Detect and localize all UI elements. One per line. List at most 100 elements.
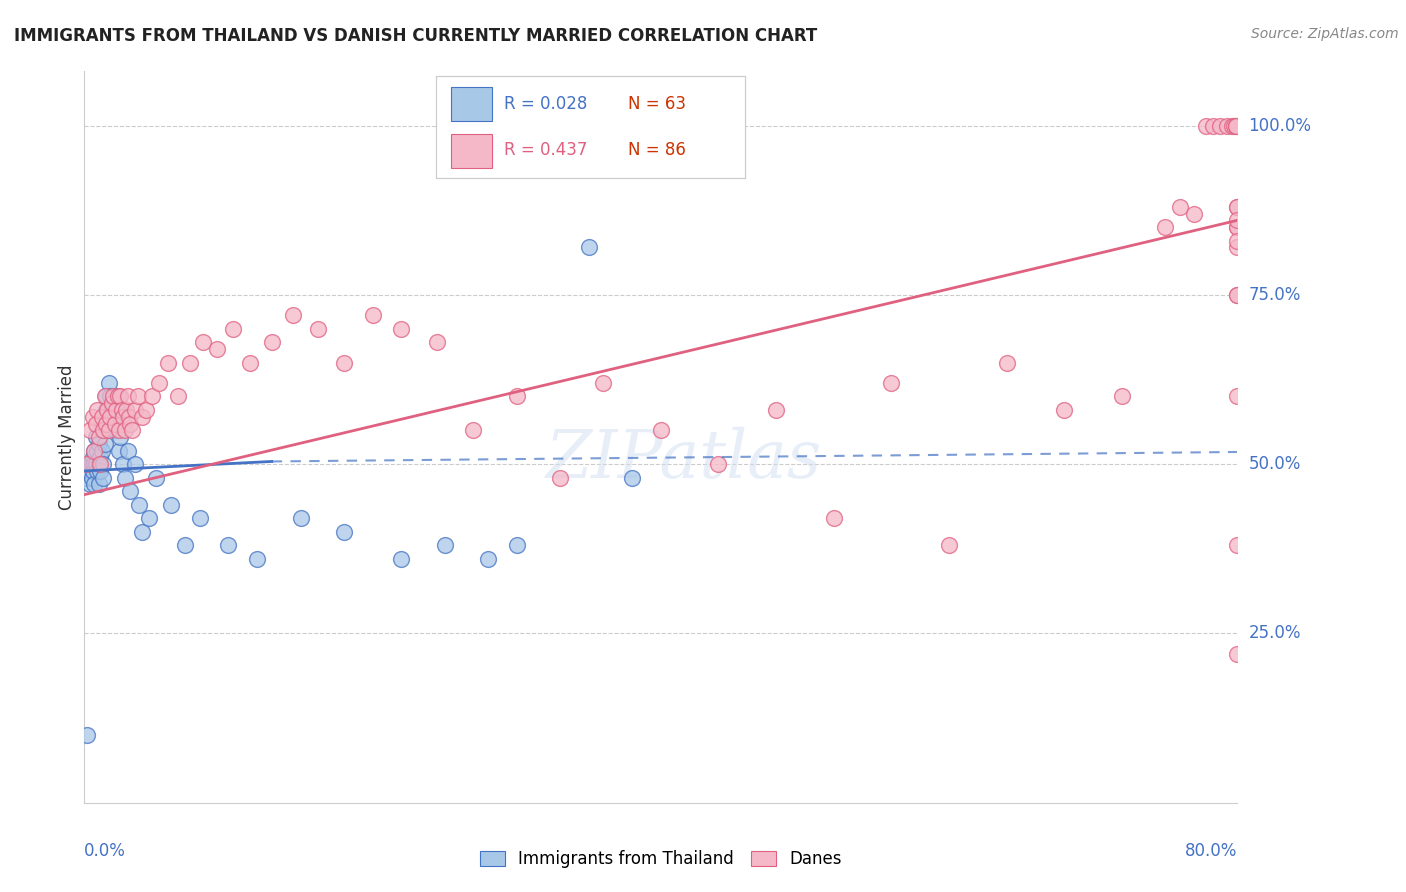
Point (108, 443, 131, 458)
Point (1194, 119, 1216, 133)
Text: R = 0.437: R = 0.437 (503, 141, 588, 159)
Point (131, 524, 153, 539)
Point (79, 457, 101, 471)
Point (114, 423, 136, 437)
Point (1226, 200, 1249, 214)
Point (90, 443, 112, 458)
Point (75, 471, 97, 485)
Point (1226, 213, 1249, 227)
Point (124, 403, 146, 417)
FancyBboxPatch shape (451, 87, 492, 121)
Point (94, 389, 117, 403)
Point (115, 403, 138, 417)
Point (707, 457, 730, 471)
Point (86, 443, 108, 458)
Point (1223, 119, 1246, 133)
Point (127, 389, 149, 403)
Point (191, 335, 214, 350)
Point (361, 308, 384, 322)
Point (100, 403, 122, 417)
Point (1226, 220, 1249, 235)
Point (82, 464, 104, 478)
Point (1216, 119, 1239, 133)
Point (307, 322, 329, 336)
Point (1225, 119, 1247, 133)
Point (1053, 403, 1076, 417)
Point (97, 423, 120, 437)
Point (1226, 200, 1249, 214)
Point (86, 403, 108, 417)
Point (91, 471, 114, 485)
Point (246, 552, 269, 566)
Point (110, 430, 132, 444)
Point (283, 308, 305, 322)
Legend: Immigrants from Thailand, Danes: Immigrants from Thailand, Danes (474, 844, 848, 875)
Point (104, 417, 127, 431)
Point (112, 457, 135, 471)
Point (1226, 288, 1249, 302)
Text: 100.0%: 100.0% (1249, 117, 1312, 135)
Point (621, 471, 644, 485)
Point (167, 389, 190, 403)
Text: ZIPatlas: ZIPatlas (546, 426, 823, 491)
Point (174, 538, 197, 552)
Point (188, 511, 211, 525)
Point (103, 409, 124, 424)
Point (93, 417, 115, 431)
Point (463, 423, 485, 437)
Point (391, 552, 413, 566)
Point (290, 511, 312, 525)
Point (83, 443, 105, 458)
Point (82, 450, 104, 465)
Point (94, 417, 117, 431)
Point (118, 409, 141, 424)
Point (239, 355, 262, 369)
Point (80, 457, 103, 471)
Point (1111, 389, 1133, 403)
Point (1154, 220, 1177, 235)
Point (1226, 288, 1249, 302)
Point (1226, 647, 1249, 661)
Point (650, 423, 672, 437)
Point (1226, 538, 1249, 552)
Text: N = 63: N = 63 (627, 95, 686, 113)
Point (89, 457, 111, 471)
Point (1226, 234, 1249, 248)
Point (120, 484, 142, 499)
Point (1209, 119, 1232, 133)
Point (823, 511, 845, 525)
Point (117, 389, 139, 403)
Point (76, 728, 98, 742)
Point (98, 389, 121, 403)
Text: Source: ZipAtlas.com: Source: ZipAtlas.com (1251, 27, 1399, 41)
Point (108, 423, 131, 437)
Point (100, 396, 122, 410)
Point (1182, 206, 1205, 220)
Text: 25.0%: 25.0% (1249, 624, 1301, 642)
Point (111, 403, 134, 417)
Point (160, 498, 183, 512)
Text: IMMIGRANTS FROM THAILAND VS DANISH CURRENTLY MARRIED CORRELATION CHART: IMMIGRANTS FROM THAILAND VS DANISH CURRE… (14, 27, 817, 45)
Point (103, 389, 124, 403)
Point (260, 335, 283, 350)
Text: 80.0%: 80.0% (1185, 842, 1237, 860)
Point (1220, 119, 1243, 133)
Point (94, 403, 117, 417)
Point (1202, 119, 1225, 133)
Point (131, 409, 153, 424)
Point (83, 443, 105, 458)
Point (105, 403, 128, 417)
Point (80, 471, 103, 485)
Point (433, 538, 456, 552)
Point (141, 389, 163, 403)
Point (83, 477, 105, 491)
Point (90, 409, 112, 424)
Text: 75.0%: 75.0% (1249, 285, 1301, 304)
Point (79, 477, 101, 491)
Point (89, 464, 111, 478)
Point (391, 322, 413, 336)
Point (104, 423, 127, 437)
Point (83, 457, 105, 471)
Point (124, 457, 146, 471)
FancyBboxPatch shape (451, 135, 492, 168)
